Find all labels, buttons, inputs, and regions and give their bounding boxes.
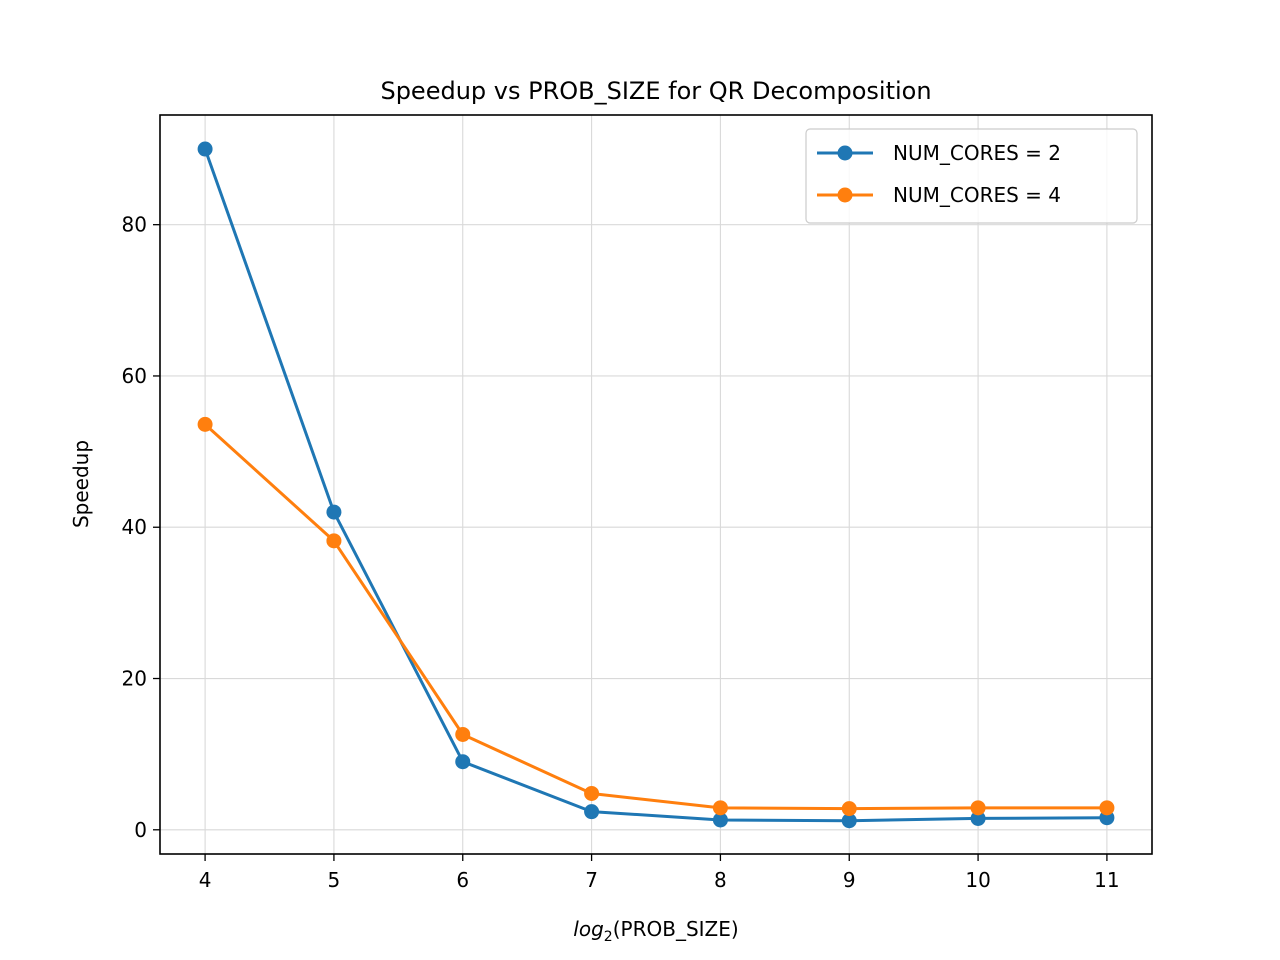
legend-label-cores-2: NUM_CORES = 2: [893, 141, 1061, 165]
series-1-point: [455, 726, 471, 742]
x-axis-label: log2(PROB_SIZE): [573, 917, 738, 945]
y-tick-label: 40: [122, 515, 147, 539]
series-0-point: [455, 754, 471, 770]
grid-lines: [160, 115, 1152, 854]
axis-ticks: 4 5 6 7 8 9 10 11 0 20 40 60 80: [122, 213, 1120, 892]
series-0-point: [584, 804, 600, 820]
legend: NUM_CORES = 2 NUM_CORES = 4: [805, 128, 1138, 224]
y-tick-label: 60: [122, 364, 147, 388]
series-1-point: [970, 800, 986, 816]
series-layer: [197, 141, 1115, 829]
series-1-point: [1099, 800, 1115, 816]
x-tick-label: 7: [585, 868, 598, 892]
x-tick-label: 6: [456, 868, 469, 892]
x-axis-label-subscript: 2: [604, 929, 613, 945]
series-1-point: [841, 801, 857, 817]
series-1-point: [584, 785, 600, 801]
x-tick-label: 4: [199, 868, 212, 892]
chart-title: Speedup vs PROB_SIZE for QR Decompositio…: [380, 77, 931, 105]
series-line-0: [203, 148, 1107, 823]
y-tick-label: 80: [122, 213, 147, 237]
series-0-point: [841, 813, 857, 829]
x-tick-label: 11: [1094, 868, 1119, 892]
series-1-point: [326, 533, 342, 549]
y-tick-label: 20: [122, 667, 147, 691]
x-tick-label: 10: [965, 868, 990, 892]
series-line-1: [204, 423, 1107, 811]
legend-label-cores-4: NUM_CORES = 4: [893, 183, 1061, 207]
series-1-point: [197, 416, 213, 432]
x-tick-label: 8: [714, 868, 727, 892]
y-tick-label: 0: [134, 818, 147, 842]
x-axis-label-log: log: [573, 917, 604, 941]
series-0-point: [970, 810, 986, 826]
legend-swatch-marker-cores-4: [837, 187, 853, 203]
legend-swatch-marker-cores-2: [837, 145, 853, 161]
x-tick-label: 5: [328, 868, 341, 892]
series-0-point: [197, 141, 213, 157]
plot-frame: [159, 114, 1153, 855]
x-axis-label-suffix: (PROB_SIZE): [613, 917, 739, 941]
legend-box: [805, 128, 1138, 224]
x-tick-label: 9: [843, 868, 856, 892]
series-1-point: [712, 800, 728, 816]
y-axis-label: Speedup: [69, 440, 93, 528]
series-0-point: [712, 812, 728, 828]
series-0-point: [326, 504, 342, 520]
